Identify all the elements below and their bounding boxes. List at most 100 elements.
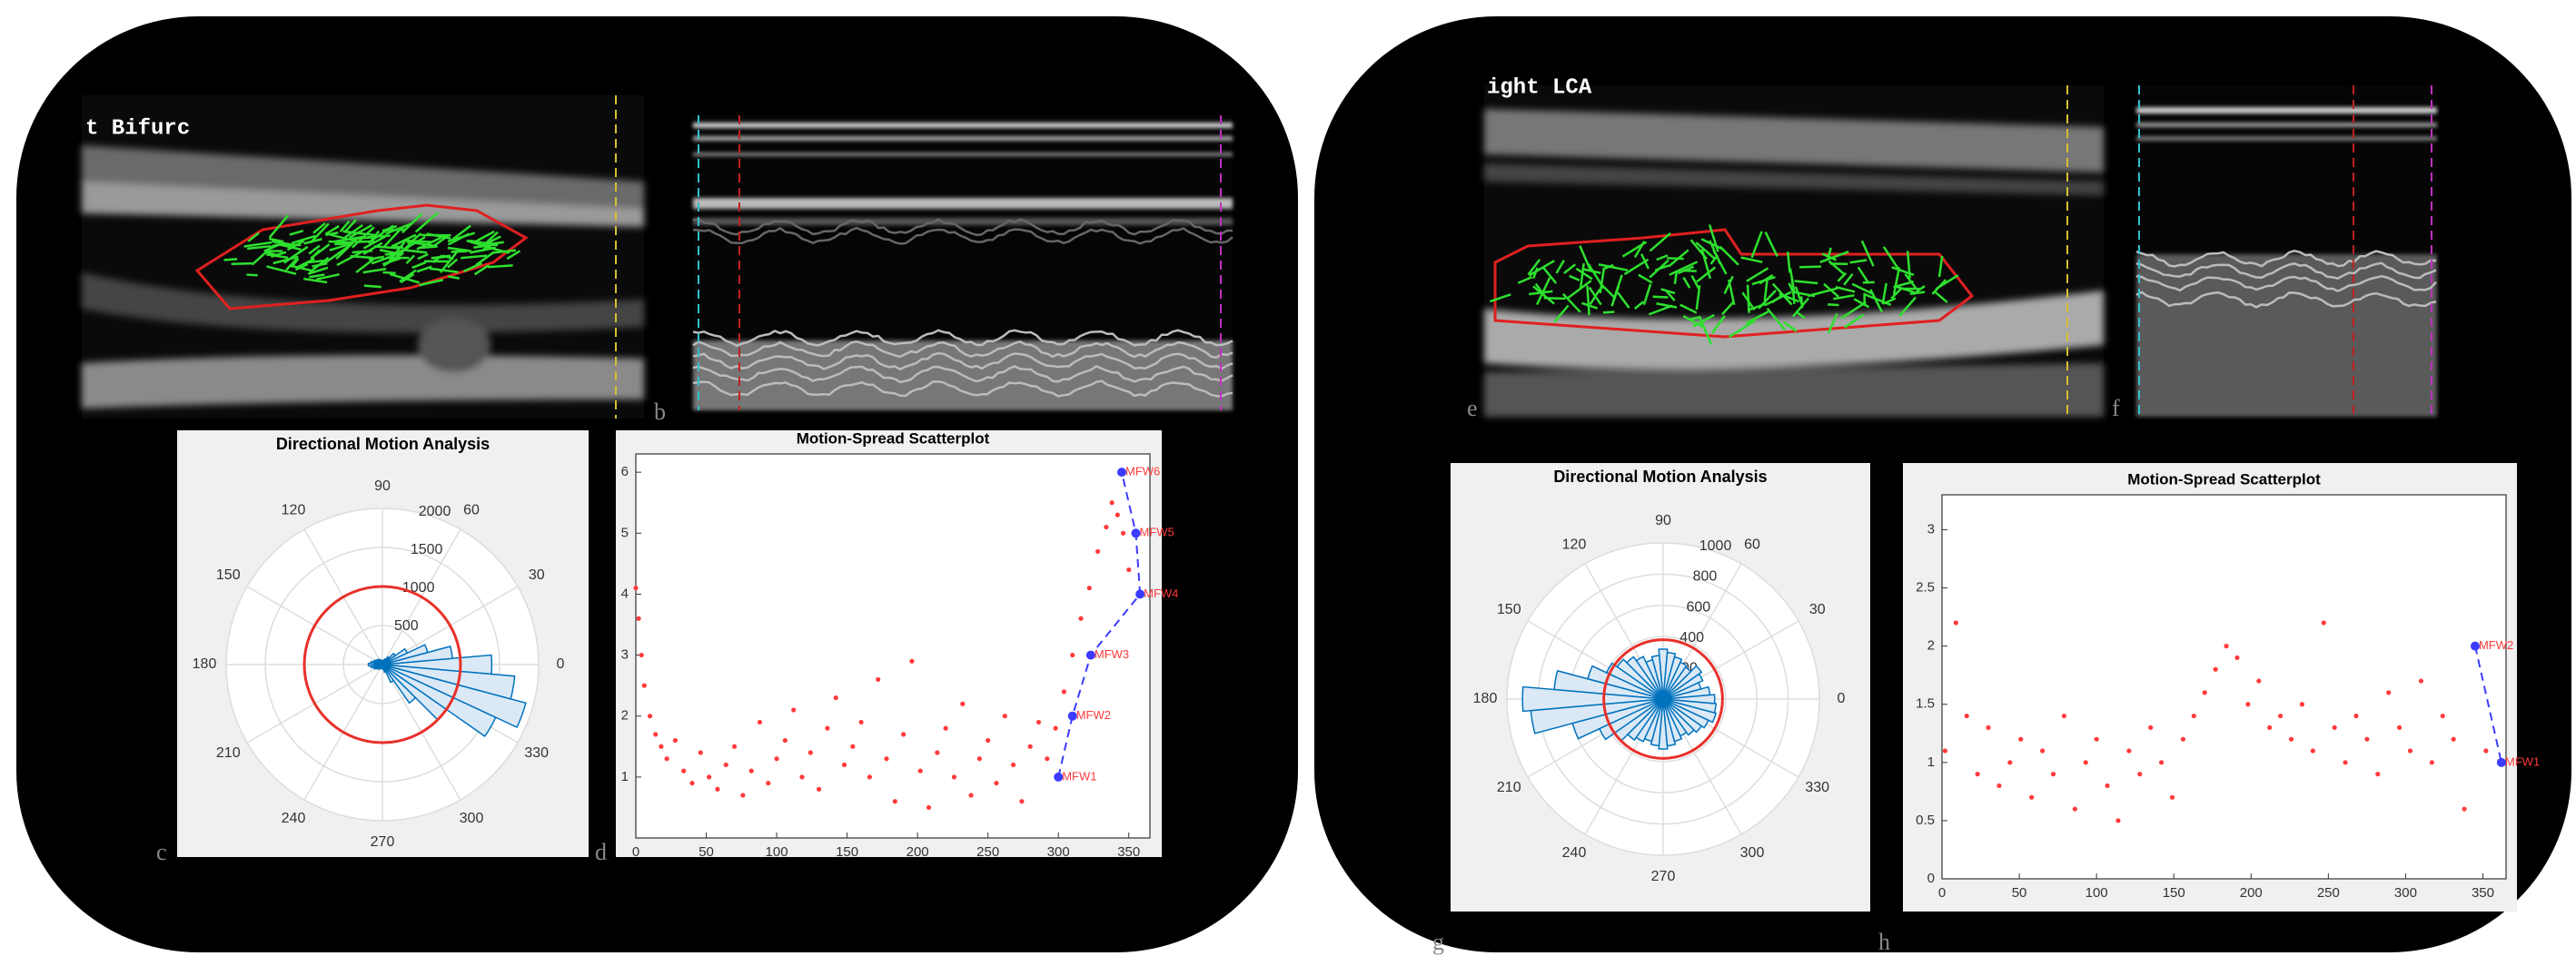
theta-tick-label: 270 bbox=[1651, 869, 1676, 884]
scatter-point bbox=[1104, 525, 1108, 529]
scatter-point bbox=[2353, 714, 2358, 718]
scatter-point bbox=[2397, 725, 2402, 730]
theta-tick-label: 120 bbox=[1562, 537, 1587, 552]
scatter-point bbox=[850, 744, 855, 749]
scatter-point bbox=[648, 714, 652, 718]
scatter-point bbox=[774, 756, 778, 761]
scatter-point bbox=[944, 726, 948, 731]
y-tick-label: 1 bbox=[1927, 754, 1935, 770]
y-tick-label: 3 bbox=[1927, 521, 1935, 537]
scatter-point bbox=[935, 750, 939, 754]
scatter-point bbox=[2408, 748, 2413, 753]
x-tick-label: 150 bbox=[2163, 885, 2185, 901]
motion-arrow bbox=[1667, 258, 1684, 259]
marker-label: MFW1 bbox=[1062, 769, 1096, 783]
scatter-point bbox=[1965, 714, 1969, 718]
x-tick-label: 250 bbox=[976, 844, 999, 860]
scatter-point bbox=[1003, 714, 1007, 718]
theta-tick-label: 270 bbox=[371, 834, 395, 850]
scatter-point bbox=[1976, 772, 1980, 776]
scatter-point bbox=[2452, 737, 2456, 742]
theta-tick-label: 210 bbox=[1497, 780, 1521, 795]
scatter-point bbox=[2018, 737, 2023, 742]
x-tick-label: 200 bbox=[2240, 885, 2263, 901]
theta-tick-label: 150 bbox=[1497, 602, 1521, 617]
theta-tick-label: 120 bbox=[282, 502, 306, 517]
image-text: ight LCA bbox=[1487, 75, 1592, 100]
scatter-point bbox=[653, 732, 658, 736]
theta-tick-label: 0 bbox=[557, 656, 565, 672]
panel-label: d bbox=[595, 839, 607, 865]
x-tick-label: 300 bbox=[2394, 885, 2417, 901]
scatter-point bbox=[2105, 784, 2109, 788]
theta-tick-label: 90 bbox=[374, 478, 391, 494]
scatter-point bbox=[1019, 799, 1024, 803]
motion-arrow bbox=[382, 230, 405, 231]
motion-arrow bbox=[1653, 297, 1669, 298]
scatter-point bbox=[1954, 620, 1958, 625]
x-tick-label: 50 bbox=[2012, 885, 2027, 901]
motion-arrow bbox=[1801, 296, 1802, 308]
scatter-point bbox=[665, 756, 669, 761]
panel-label: h bbox=[1878, 929, 1890, 955]
scatter-point bbox=[1078, 616, 1083, 621]
scatter-point bbox=[2192, 714, 2196, 718]
scatter-point bbox=[791, 707, 796, 712]
marker-label: MFW2 bbox=[1076, 708, 1111, 722]
scatter-point bbox=[766, 781, 770, 785]
scatter-point bbox=[2170, 795, 2175, 800]
scatter-point bbox=[893, 799, 897, 803]
r-tick-label: 600 bbox=[1686, 599, 1710, 615]
scatter-point bbox=[698, 750, 703, 754]
image-text: t Bifurc bbox=[85, 116, 190, 141]
scatter-point bbox=[2245, 702, 2250, 706]
scatter-point bbox=[1011, 763, 1016, 767]
scatter-point bbox=[740, 793, 745, 797]
motion-arrow bbox=[451, 251, 468, 252]
scatter-point bbox=[2322, 620, 2326, 625]
scatter-point bbox=[637, 616, 641, 621]
y-tick-label: 4 bbox=[621, 586, 629, 601]
scatter-point bbox=[749, 769, 754, 774]
scatter-point bbox=[968, 793, 973, 797]
x-tick-label: 150 bbox=[836, 844, 858, 860]
theta-tick-label: 330 bbox=[524, 745, 549, 761]
chart-title: Directional Motion Analysis bbox=[1553, 468, 1767, 486]
y-tick-label: 0.5 bbox=[1916, 813, 1935, 828]
scatter-point bbox=[715, 787, 719, 792]
panel-label: g bbox=[1432, 929, 1444, 955]
scatter-point bbox=[901, 732, 906, 736]
scatter-point bbox=[2007, 760, 2012, 764]
theta-tick-label: 300 bbox=[1740, 845, 1765, 861]
motion-arrow bbox=[364, 286, 381, 287]
theta-tick-label: 30 bbox=[1809, 602, 1826, 617]
scatter-point bbox=[1115, 513, 1120, 517]
theta-tick-label: 30 bbox=[529, 567, 545, 583]
x-tick-label: 350 bbox=[2472, 885, 2494, 901]
y-tick-label: 2.5 bbox=[1916, 580, 1935, 596]
scatter-point bbox=[2483, 748, 2488, 753]
theta-tick-label: 240 bbox=[282, 811, 306, 826]
theta-tick-label: 180 bbox=[193, 656, 217, 672]
marker-label: MFW4 bbox=[1144, 586, 1178, 600]
scatter-point bbox=[2256, 678, 2261, 683]
marker-label: MFW6 bbox=[1125, 465, 1160, 478]
scatter-point bbox=[834, 695, 838, 700]
scatter-point bbox=[909, 659, 914, 664]
motion-arrow bbox=[232, 263, 253, 264]
theta-tick-label: 0 bbox=[1838, 691, 1846, 706]
scatter-point bbox=[724, 763, 728, 767]
x-tick-label: 0 bbox=[1938, 885, 1946, 901]
scatter-point bbox=[1126, 567, 1131, 572]
theta-tick-label: 60 bbox=[463, 502, 480, 517]
motion-arrow bbox=[334, 243, 352, 244]
scatter-point bbox=[2419, 678, 2423, 683]
scatter-point bbox=[2062, 714, 2066, 718]
scatter-point bbox=[2441, 714, 2445, 718]
scatter-point bbox=[1045, 756, 1049, 761]
y-tick-label: 5 bbox=[621, 525, 629, 540]
scatter-point bbox=[867, 774, 872, 779]
motion-arrow bbox=[246, 275, 257, 276]
scatter-point bbox=[2073, 806, 2077, 811]
scatter-point bbox=[2300, 702, 2304, 706]
